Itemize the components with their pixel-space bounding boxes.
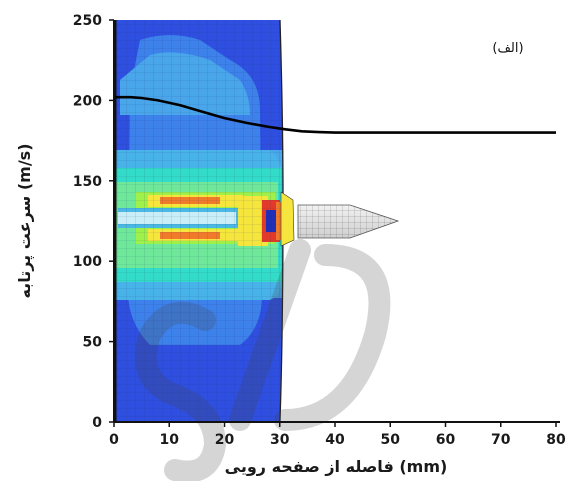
y-tick-label: 250 — [73, 13, 102, 29]
y-tick-label: 50 — [83, 335, 103, 351]
x-tick-label: 10 — [160, 432, 180, 448]
x-tick-label: 0 — [109, 432, 119, 448]
y-tick-label: 150 — [73, 174, 102, 190]
projectile — [297, 204, 400, 239]
x-tick-label: 50 — [381, 432, 401, 448]
x-tick-label: 30 — [270, 432, 290, 448]
y-tick-label: 100 — [73, 254, 102, 270]
y-tick-label: 200 — [73, 93, 102, 109]
x-tick-label: 20 — [215, 432, 235, 448]
exit-bulge — [280, 191, 295, 247]
x-tick-label: 40 — [325, 432, 345, 448]
watermark — [134, 239, 391, 481]
simulation-image — [116, 20, 283, 421]
x-tick-label: 70 — [491, 432, 511, 448]
y-tick-label: 0 — [92, 415, 102, 431]
series-line — [114, 95, 556, 134]
x-ticks: 0 10 20 30 40 50 60 70 80 — [109, 422, 566, 448]
y-ticks: 0 50 100 150 200 250 — [73, 13, 114, 431]
x-tick-label: 60 — [436, 432, 456, 448]
x-axis-title: فاصله از صفحه رویی (mm) — [225, 457, 448, 476]
x-tick-label: 80 — [546, 432, 566, 448]
y-axis-title: سرعت پرتابه (m/s) — [15, 143, 35, 298]
panel-label: (الف) — [492, 41, 523, 56]
